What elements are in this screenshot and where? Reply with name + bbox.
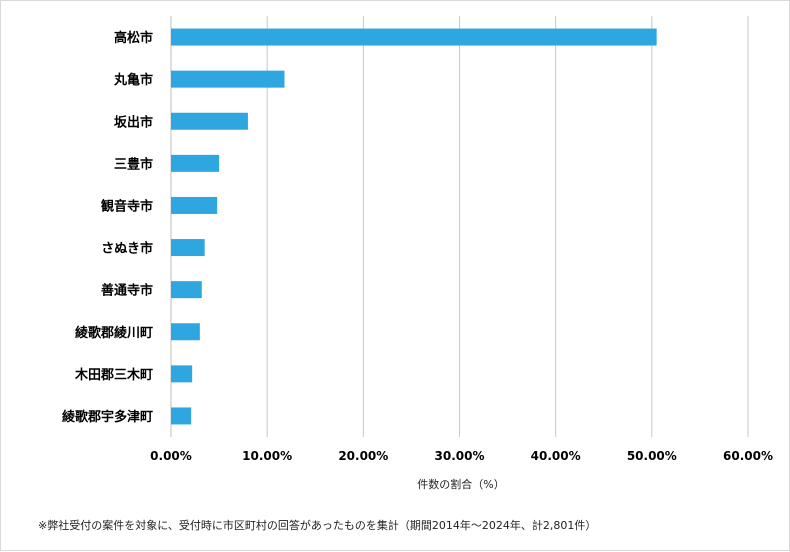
bar — [171, 196, 218, 214]
bar — [171, 154, 220, 172]
x-tick-label: 40.00% — [531, 449, 581, 463]
bar — [171, 28, 657, 46]
category-label: 綾歌郡宇多津町 — [62, 409, 153, 425]
x-tick-label: 30.00% — [435, 449, 485, 463]
x-tick-label: 50.00% — [627, 449, 677, 463]
x-tick-label: 60.00% — [723, 449, 773, 463]
bar — [171, 365, 193, 383]
category-label: 丸亀市 — [113, 72, 153, 88]
category-labels: 高松市丸亀市坂出市三豊市観音寺市さぬき市善通寺市綾歌郡綾川町木田郡三木町綾歌郡宇… — [62, 30, 153, 425]
bar — [171, 407, 192, 425]
bar — [171, 70, 285, 88]
bar — [171, 112, 248, 130]
x-axis-title: 件数の割合（%） — [417, 477, 504, 491]
category-label: さぬき市 — [101, 241, 153, 257]
x-tick-labels: 0.00% 10.00% 20.00% 30.00% 40.00% 50.00% 60.00… — [150, 449, 773, 463]
bar — [171, 323, 200, 341]
footnote: ※弊社受付の案件を対象に、受付時に市区町村の回答があったものを集計（期間2014… — [38, 518, 596, 532]
category-label: 三豊市 — [114, 156, 153, 172]
category-label: 観音寺市 — [100, 198, 153, 214]
category-label: 坂出市 — [114, 114, 153, 130]
category-label: 高松市 — [114, 30, 153, 46]
bar-series — [171, 28, 657, 425]
category-label: 木田郡三木町 — [74, 367, 153, 383]
bar — [171, 281, 202, 299]
bar — [171, 239, 205, 257]
x-tick-label: 0.00% — [150, 449, 192, 463]
category-label: 綾歌郡綾川町 — [75, 325, 153, 341]
x-tick-label: 10.00% — [242, 449, 292, 463]
x-tick-label: 20.00% — [338, 449, 388, 463]
category-label: 善通寺市 — [101, 283, 153, 299]
